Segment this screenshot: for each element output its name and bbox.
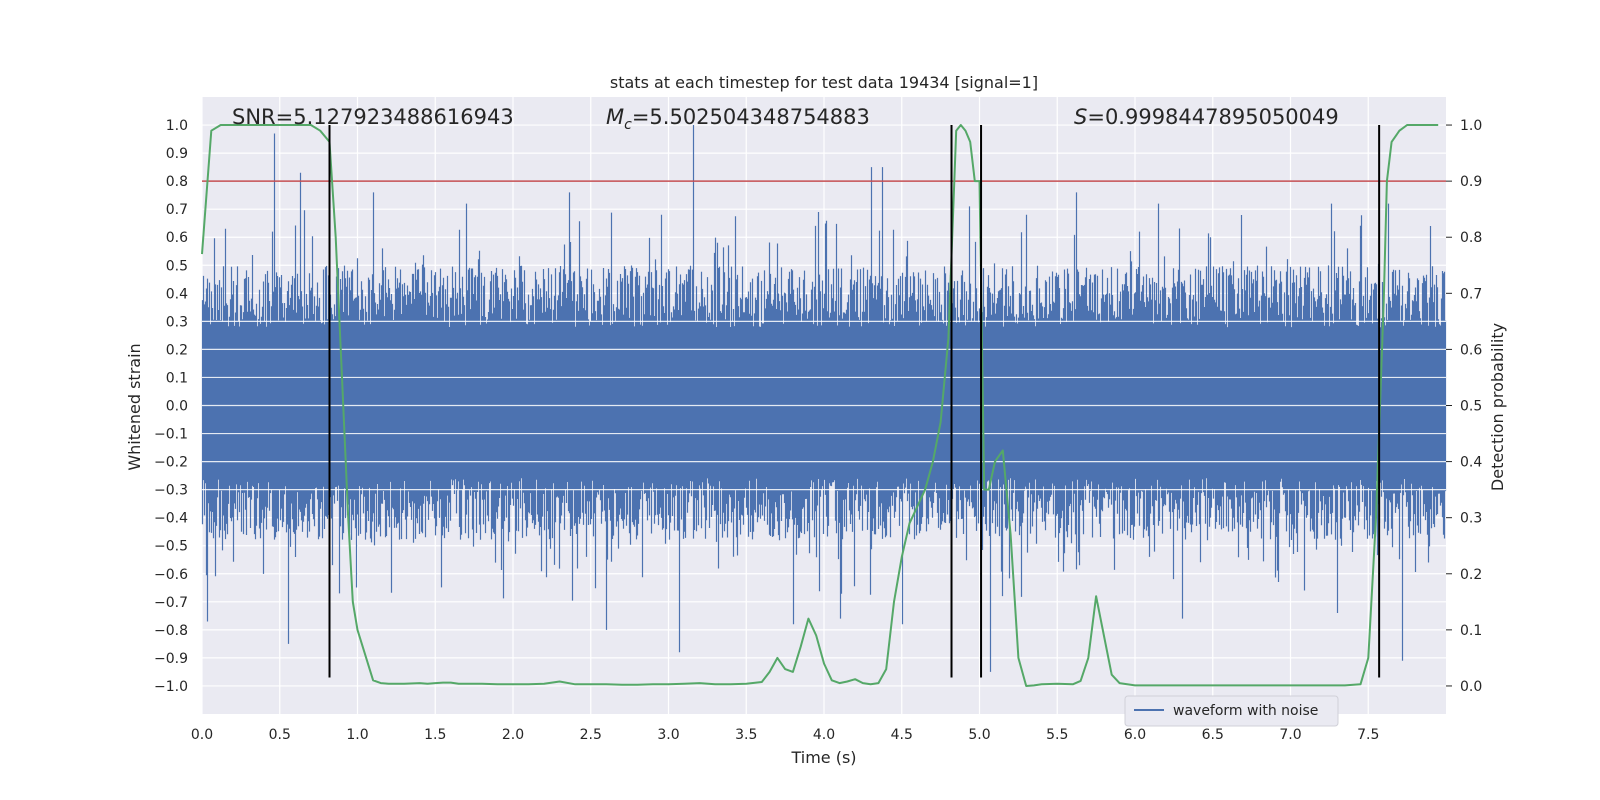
- y-tick-label: 0.5: [166, 258, 188, 274]
- x-tick-label: 4.0: [813, 727, 835, 743]
- x-axis-ticks: 0.0 0.5 1.0 1.5 2.0 2.5 3.0 3.5 4.0 4.5 5.0 5.5 6.0 6…: [191, 727, 1380, 743]
- y-tick-label: −0.3: [154, 483, 188, 499]
- y2-tick-label: 0.6: [1460, 342, 1482, 358]
- y-tick-label: 0.9: [166, 146, 188, 162]
- y-tick-label: −1.0: [154, 679, 188, 695]
- probability-series: [201, 124, 1439, 687]
- y-tick-label: 0.0: [166, 399, 188, 415]
- x-tick-label: 1.0: [346, 727, 368, 743]
- x-tick-label: 2.0: [502, 727, 524, 743]
- probability-line: [201, 124, 1439, 687]
- x-tick-label: 6.5: [1202, 727, 1224, 743]
- y-axis-ticks: 1.0 0.9 0.8 0.7 0.6 0.5 0.4 0.3 0.2 0.1 0.0 −0.1 −0.…: [154, 118, 188, 695]
- x-tick-label: 0.5: [269, 727, 291, 743]
- x-tick-label: 7.0: [1279, 727, 1301, 743]
- legend-box: [1124, 695, 1339, 727]
- y2-tick-label: 0.3: [1460, 511, 1482, 527]
- y2-tick-label: 0.0: [1460, 679, 1482, 695]
- y2-tick-label: 1.0: [1460, 118, 1482, 134]
- y2-tick-label: 0.7: [1460, 286, 1482, 302]
- y2-tick-label: 0.9: [1460, 174, 1482, 190]
- y-tick-label: 0.8: [166, 174, 188, 190]
- y2-axis-label: Detection probability: [1488, 323, 1507, 491]
- x-tick-label: 6.0: [1124, 727, 1146, 743]
- y2-tick-label: 0.4: [1460, 455, 1482, 471]
- x-tick-label: 7.5: [1357, 727, 1379, 743]
- x-tick-label: 5.0: [968, 727, 990, 743]
- x-tick-label: 3.5: [735, 727, 757, 743]
- y-tick-label: 0.6: [166, 230, 188, 246]
- y2-tick-label: 0.2: [1460, 567, 1482, 583]
- x-tick-label: 3.0: [657, 727, 679, 743]
- y-tick-label: −0.4: [154, 511, 188, 527]
- y-tick-label: 0.2: [166, 342, 188, 358]
- y-tick-label: −0.7: [154, 595, 188, 611]
- waveform-core-band: [202, 340, 1446, 462]
- y-tick-label: −0.9: [154, 651, 188, 667]
- x-tick-label: 1.5: [424, 727, 446, 743]
- y-tick-label: 1.0: [166, 118, 188, 134]
- y-tick-label: 0.4: [166, 286, 188, 302]
- x-tick-label: 2.5: [580, 727, 602, 743]
- y2-tick-label: 0.5: [1460, 399, 1482, 415]
- chirp-mass-annotation: Mc=5.502504348754883: [606, 105, 870, 133]
- y-tick-label: −0.1: [154, 427, 188, 443]
- y-tick-label: −0.5: [154, 539, 188, 555]
- x-tick-label: 5.5: [1046, 727, 1068, 743]
- chirp-mass-subscript: c: [624, 117, 632, 133]
- legend: waveform with noise: [1124, 695, 1339, 727]
- x-axis-label: Time (s): [790, 748, 856, 767]
- snr-annotation: SNR=5.127923488616943: [232, 105, 514, 129]
- y2-tick-label: 0.8: [1460, 230, 1482, 246]
- chart-title: stats at each timestep for test data 194…: [610, 73, 1038, 92]
- x-tick-label: 4.5: [891, 727, 913, 743]
- chirp-mass-symbol: M: [606, 105, 624, 129]
- y-axis-label: Whitened strain: [125, 343, 144, 470]
- y-tick-label: 0.1: [166, 370, 188, 386]
- legend-label-waveform: waveform with noise: [1173, 703, 1318, 719]
- chirp-mass-value: =5.502504348754883: [632, 105, 870, 129]
- score-value: =0.9998447895050049: [1087, 105, 1338, 129]
- y-tick-label: 0.7: [166, 202, 188, 218]
- y2-axis-ticks: 1.0 0.9 0.8 0.7 0.6 0.5 0.4 0.3 0.2 0.1 0.0: [1446, 118, 1482, 695]
- score-annotation: S=0.9998447895050049: [1074, 105, 1339, 129]
- score-symbol: S: [1074, 105, 1087, 129]
- y-tick-label: −0.6: [154, 567, 188, 583]
- y2-tick-label: 0.1: [1460, 623, 1482, 639]
- waveform-series: [201, 125, 1447, 672]
- y-tick-label: 0.3: [166, 314, 188, 330]
- y-tick-label: −0.2: [154, 455, 188, 471]
- x-tick-label: 0.0: [191, 727, 213, 743]
- y-tick-label: −0.8: [154, 623, 188, 639]
- marker-lines: [328, 125, 1381, 678]
